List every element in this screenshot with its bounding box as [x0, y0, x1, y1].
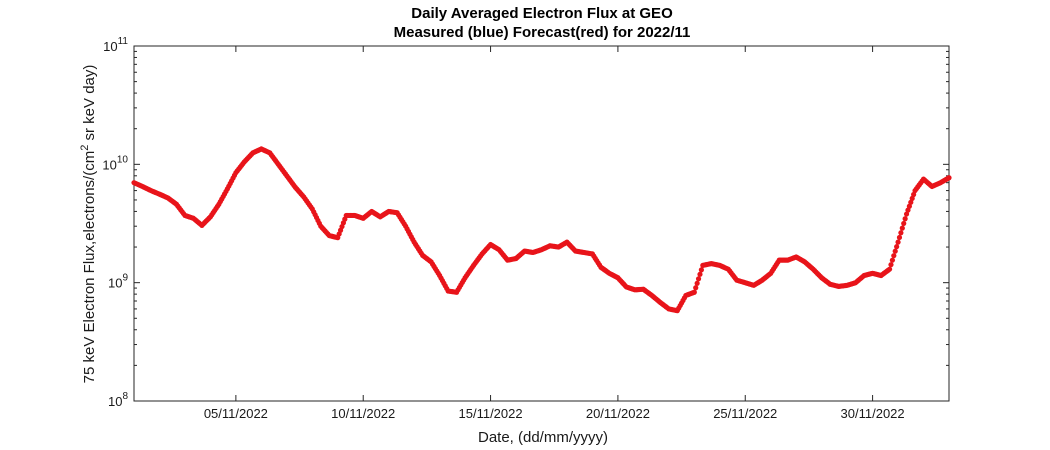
y-tick-base: 10 — [108, 394, 122, 409]
data-point — [889, 257, 896, 263]
y-axis-label-main: 75 keV Electron Flux,electrons/(cm — [81, 151, 98, 384]
data-point — [911, 191, 917, 198]
data-point — [908, 199, 914, 205]
x-tick-label: 15/11/2022 — [459, 406, 523, 421]
data-point — [906, 203, 912, 209]
data-point — [695, 276, 702, 282]
data-point — [905, 207, 911, 213]
data-point — [894, 244, 900, 250]
y-tick-exponent: 10 — [117, 154, 129, 165]
data-point — [946, 175, 952, 181]
plot-area — [133, 45, 950, 402]
y-axis-label: 75 keV Electron Flux,electrons/(cm2 sr k… — [79, 65, 98, 384]
y-tick-base: 10 — [102, 157, 116, 172]
data-point — [901, 220, 907, 227]
y-tick-label: 1011 — [103, 36, 128, 54]
data-series — [131, 146, 952, 314]
data-point — [896, 234, 903, 241]
data-point — [895, 239, 901, 245]
y-tick-label: 1010 — [102, 154, 128, 172]
y-axis-label-tail: sr keV day) — [81, 65, 98, 145]
y-tick-exponent: 8 — [122, 391, 128, 402]
y-tick-base: 10 — [103, 39, 117, 54]
y-tick-exponent: 9 — [122, 273, 128, 284]
data-point — [694, 280, 700, 286]
data-point — [698, 267, 704, 273]
y-tick-label: 109 — [108, 273, 128, 291]
x-tick-label: 10/11/2022 — [331, 406, 395, 421]
data-point — [909, 195, 915, 202]
x-axis: 05/11/2022 10/11/2022 15/11/2022 20/11/2022… — [204, 46, 905, 421]
x-tick-label: 05/11/2022 — [204, 406, 268, 421]
data-point — [691, 289, 697, 295]
data-point — [903, 211, 910, 217]
x-tick-label: 20/11/2022 — [586, 406, 650, 421]
y-tick-label: 108 — [108, 391, 128, 409]
data-point — [886, 266, 893, 272]
data-point — [899, 225, 905, 231]
y-tick-exponent: 11 — [118, 36, 129, 47]
x-tick-label: 25/11/2022 — [713, 406, 777, 421]
data-point — [902, 216, 908, 222]
y-axis-label-superscript: 2 — [79, 145, 91, 151]
y-tick-base: 10 — [108, 276, 122, 291]
data-point — [892, 248, 898, 254]
data-point — [891, 253, 897, 259]
data-point — [697, 271, 703, 277]
chart-subtitle: Measured (blue) Forecast(red) for 2022/1… — [394, 24, 691, 41]
x-tick-label: 30/11/2022 — [841, 406, 905, 421]
data-point — [898, 230, 904, 236]
data-point — [693, 285, 699, 291]
x-axis-label: Date, (dd/mm/yyyy) — [478, 429, 608, 446]
data-point — [888, 262, 894, 268]
chart-title: Daily Averaged Electron Flux at GEO — [411, 5, 673, 22]
